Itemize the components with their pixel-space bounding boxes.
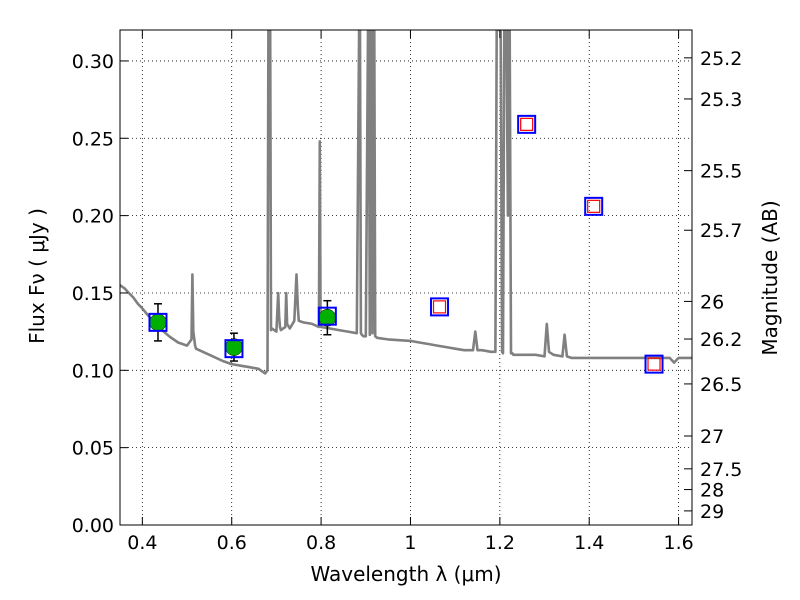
model-photometry-box: [148, 312, 168, 332]
y-axis-ticks: 0.00 0.05 0.10 0.15 0.20 0.25 0.30: [72, 51, 128, 537]
model-spectrum-line: [120, 30, 692, 375]
model-photometry-box: [224, 339, 244, 359]
observed-point: [225, 338, 243, 356]
model-spectrum: [120, 30, 692, 375]
model-photometry-box: [317, 306, 337, 326]
y-tick-label: 0.30: [72, 51, 114, 73]
y-axis-label: Flux Fν ( μJy ): [25, 208, 49, 344]
x-axis-ticks: 0.4 0.6 0.8 1 1.2 1.4 1.6: [127, 30, 694, 554]
model-photometry-box: [644, 354, 664, 374]
right-tick-label: 26.5: [700, 374, 742, 396]
right-tick-label: 28: [700, 480, 724, 502]
predicted-points: [432, 117, 661, 371]
observed-point: [149, 313, 167, 332]
y-tick-label: 0.15: [72, 283, 114, 305]
x-tick-label: 1: [404, 532, 416, 554]
plot-frame: [119, 29, 693, 526]
predicted-point: [520, 117, 534, 131]
model-photometry-box: [584, 196, 604, 216]
observed-points: [149, 299, 337, 362]
right-tick-label: 27: [700, 426, 724, 448]
right-tick-label: 25.7: [700, 220, 742, 242]
y-tick-label: 0.10: [72, 360, 114, 382]
predicted-point: [587, 199, 601, 213]
right-tick-label: 27.5: [700, 459, 742, 481]
right-tick-label: 25.5: [700, 161, 742, 183]
right-tick-label: 26: [700, 291, 724, 313]
predicted-point: [432, 300, 447, 314]
right-tick-label: 25.3: [700, 89, 742, 111]
model-photometry-boxes: [148, 114, 664, 374]
x-tick-label: 0.6: [217, 532, 247, 554]
x-tick-label: 1.2: [485, 532, 515, 554]
model-photometry-box: [430, 297, 450, 317]
grid-lines: [120, 30, 692, 526]
y-tick-label: 0.00: [72, 515, 114, 537]
y-tick-label: 0.25: [72, 128, 114, 150]
model-photometry-box: [517, 114, 537, 134]
predicted-point: [647, 357, 661, 371]
x-tick-label: 1.6: [663, 532, 693, 554]
x-tick-label: 0.8: [306, 532, 336, 554]
right-tick-label: 25.2: [700, 48, 742, 70]
right-tick-label: 26.2: [700, 329, 742, 351]
y-tick-label: 0.05: [72, 438, 114, 460]
observed-point: [318, 308, 337, 327]
y-tick-label: 0.20: [72, 206, 114, 228]
right-tick-label: 29: [700, 501, 724, 523]
x-axis-label: Wavelength λ (μm): [310, 562, 501, 586]
x-tick-label: 1.4: [574, 532, 604, 554]
x-tick-label: 0.4: [127, 532, 157, 554]
right-axis-label: Magnitude (AB): [758, 200, 782, 355]
